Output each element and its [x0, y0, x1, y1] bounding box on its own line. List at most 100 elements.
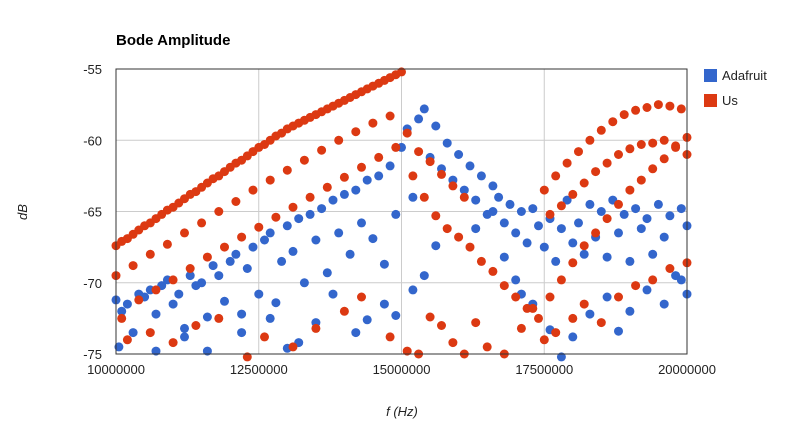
data-point[interactable] — [591, 167, 601, 177]
data-point[interactable] — [614, 292, 623, 302]
data-point[interactable] — [180, 228, 189, 238]
legend-item[interactable]: Adafruit — [704, 68, 767, 83]
data-point[interactable] — [602, 292, 612, 302]
data-point[interactable] — [528, 204, 538, 214]
data-point[interactable] — [437, 321, 446, 330]
data-point[interactable] — [511, 292, 521, 302]
data-point[interactable] — [488, 266, 498, 276]
data-point[interactable] — [402, 346, 412, 356]
data-point[interactable] — [454, 150, 464, 159]
data-point[interactable] — [499, 281, 509, 291]
data-point[interactable] — [231, 197, 241, 206]
data-point[interactable] — [585, 199, 595, 209]
data-point[interactable] — [197, 278, 207, 288]
data-point[interactable] — [516, 207, 526, 216]
data-point[interactable] — [585, 309, 595, 319]
data-point[interactable] — [562, 158, 572, 168]
data-point[interactable] — [659, 299, 669, 309]
data-point[interactable] — [608, 117, 618, 127]
data-point[interactable] — [379, 259, 389, 269]
data-point[interactable] — [214, 271, 224, 281]
data-point[interactable] — [202, 346, 212, 356]
data-point[interactable] — [151, 285, 161, 295]
data-point[interactable] — [476, 256, 486, 266]
data-point[interactable] — [322, 268, 332, 278]
data-point[interactable] — [288, 246, 298, 256]
data-point[interactable] — [162, 239, 172, 249]
data-point[interactable] — [328, 195, 338, 205]
data-point[interactable] — [368, 118, 378, 128]
data-point[interactable] — [328, 289, 338, 299]
data-point[interactable] — [174, 289, 184, 299]
data-point[interactable] — [648, 249, 658, 259]
data-point[interactable] — [442, 138, 452, 148]
data-point[interactable] — [351, 328, 361, 338]
data-point[interactable] — [494, 192, 504, 202]
data-point[interactable] — [465, 161, 475, 171]
data-point[interactable] — [248, 242, 258, 252]
data-point[interactable] — [625, 144, 635, 154]
data-point[interactable] — [648, 138, 658, 148]
data-point[interactable] — [465, 242, 475, 252]
data-point[interactable] — [631, 105, 641, 115]
data-point[interactable] — [459, 192, 469, 202]
data-point[interactable] — [339, 172, 349, 182]
data-point[interactable] — [653, 199, 663, 209]
data-point[interactable] — [277, 256, 287, 266]
data-point[interactable] — [602, 252, 612, 262]
data-point[interactable] — [220, 242, 229, 252]
data-point[interactable] — [282, 221, 292, 231]
legend-item[interactable]: Us — [704, 93, 738, 108]
data-point[interactable] — [414, 147, 424, 157]
data-point[interactable] — [642, 285, 652, 295]
data-point[interactable] — [528, 303, 538, 313]
data-point[interactable] — [556, 352, 566, 362]
data-point[interactable] — [642, 103, 652, 112]
data-point[interactable] — [145, 328, 155, 338]
data-point[interactable] — [556, 201, 566, 211]
data-point[interactable] — [488, 181, 498, 191]
data-point[interactable] — [237, 232, 247, 242]
data-point[interactable] — [511, 228, 521, 238]
data-point[interactable] — [345, 249, 355, 259]
data-point[interactable] — [391, 142, 401, 152]
data-point[interactable] — [362, 315, 372, 325]
data-point[interactable] — [556, 275, 566, 285]
data-point[interactable] — [334, 228, 344, 238]
data-point[interactable] — [568, 313, 578, 323]
data-point[interactable] — [419, 271, 429, 281]
data-point[interactable] — [214, 313, 224, 323]
data-point[interactable] — [471, 224, 481, 234]
data-point[interactable] — [562, 195, 572, 205]
data-point[interactable] — [488, 207, 498, 216]
data-point[interactable] — [374, 152, 384, 162]
data-point[interactable] — [168, 299, 178, 309]
data-point[interactable] — [419, 192, 429, 202]
data-point[interactable] — [596, 207, 606, 216]
data-point[interactable] — [248, 185, 258, 195]
data-point[interactable] — [545, 292, 555, 302]
data-point[interactable] — [442, 224, 452, 234]
data-point[interactable] — [574, 218, 583, 228]
data-point[interactable] — [659, 232, 669, 242]
data-point[interactable] — [122, 299, 132, 309]
data-point[interactable] — [122, 335, 132, 345]
data-point[interactable] — [614, 326, 623, 336]
data-point[interactable] — [539, 242, 549, 252]
data-point[interactable] — [180, 332, 189, 342]
data-point[interactable] — [482, 342, 492, 352]
data-point[interactable] — [556, 224, 566, 234]
data-point[interactable] — [391, 311, 401, 320]
data-point[interactable] — [505, 199, 515, 209]
data-point[interactable] — [522, 238, 532, 248]
data-point[interactable] — [459, 185, 469, 195]
data-point[interactable] — [448, 338, 458, 348]
data-point[interactable] — [631, 281, 641, 291]
data-point[interactable] — [180, 323, 189, 333]
data-point[interactable] — [414, 114, 424, 124]
data-point[interactable] — [145, 249, 155, 259]
data-point[interactable] — [402, 128, 412, 138]
data-point[interactable] — [311, 323, 321, 333]
data-point[interactable] — [191, 321, 201, 330]
data-point[interactable] — [374, 171, 384, 181]
